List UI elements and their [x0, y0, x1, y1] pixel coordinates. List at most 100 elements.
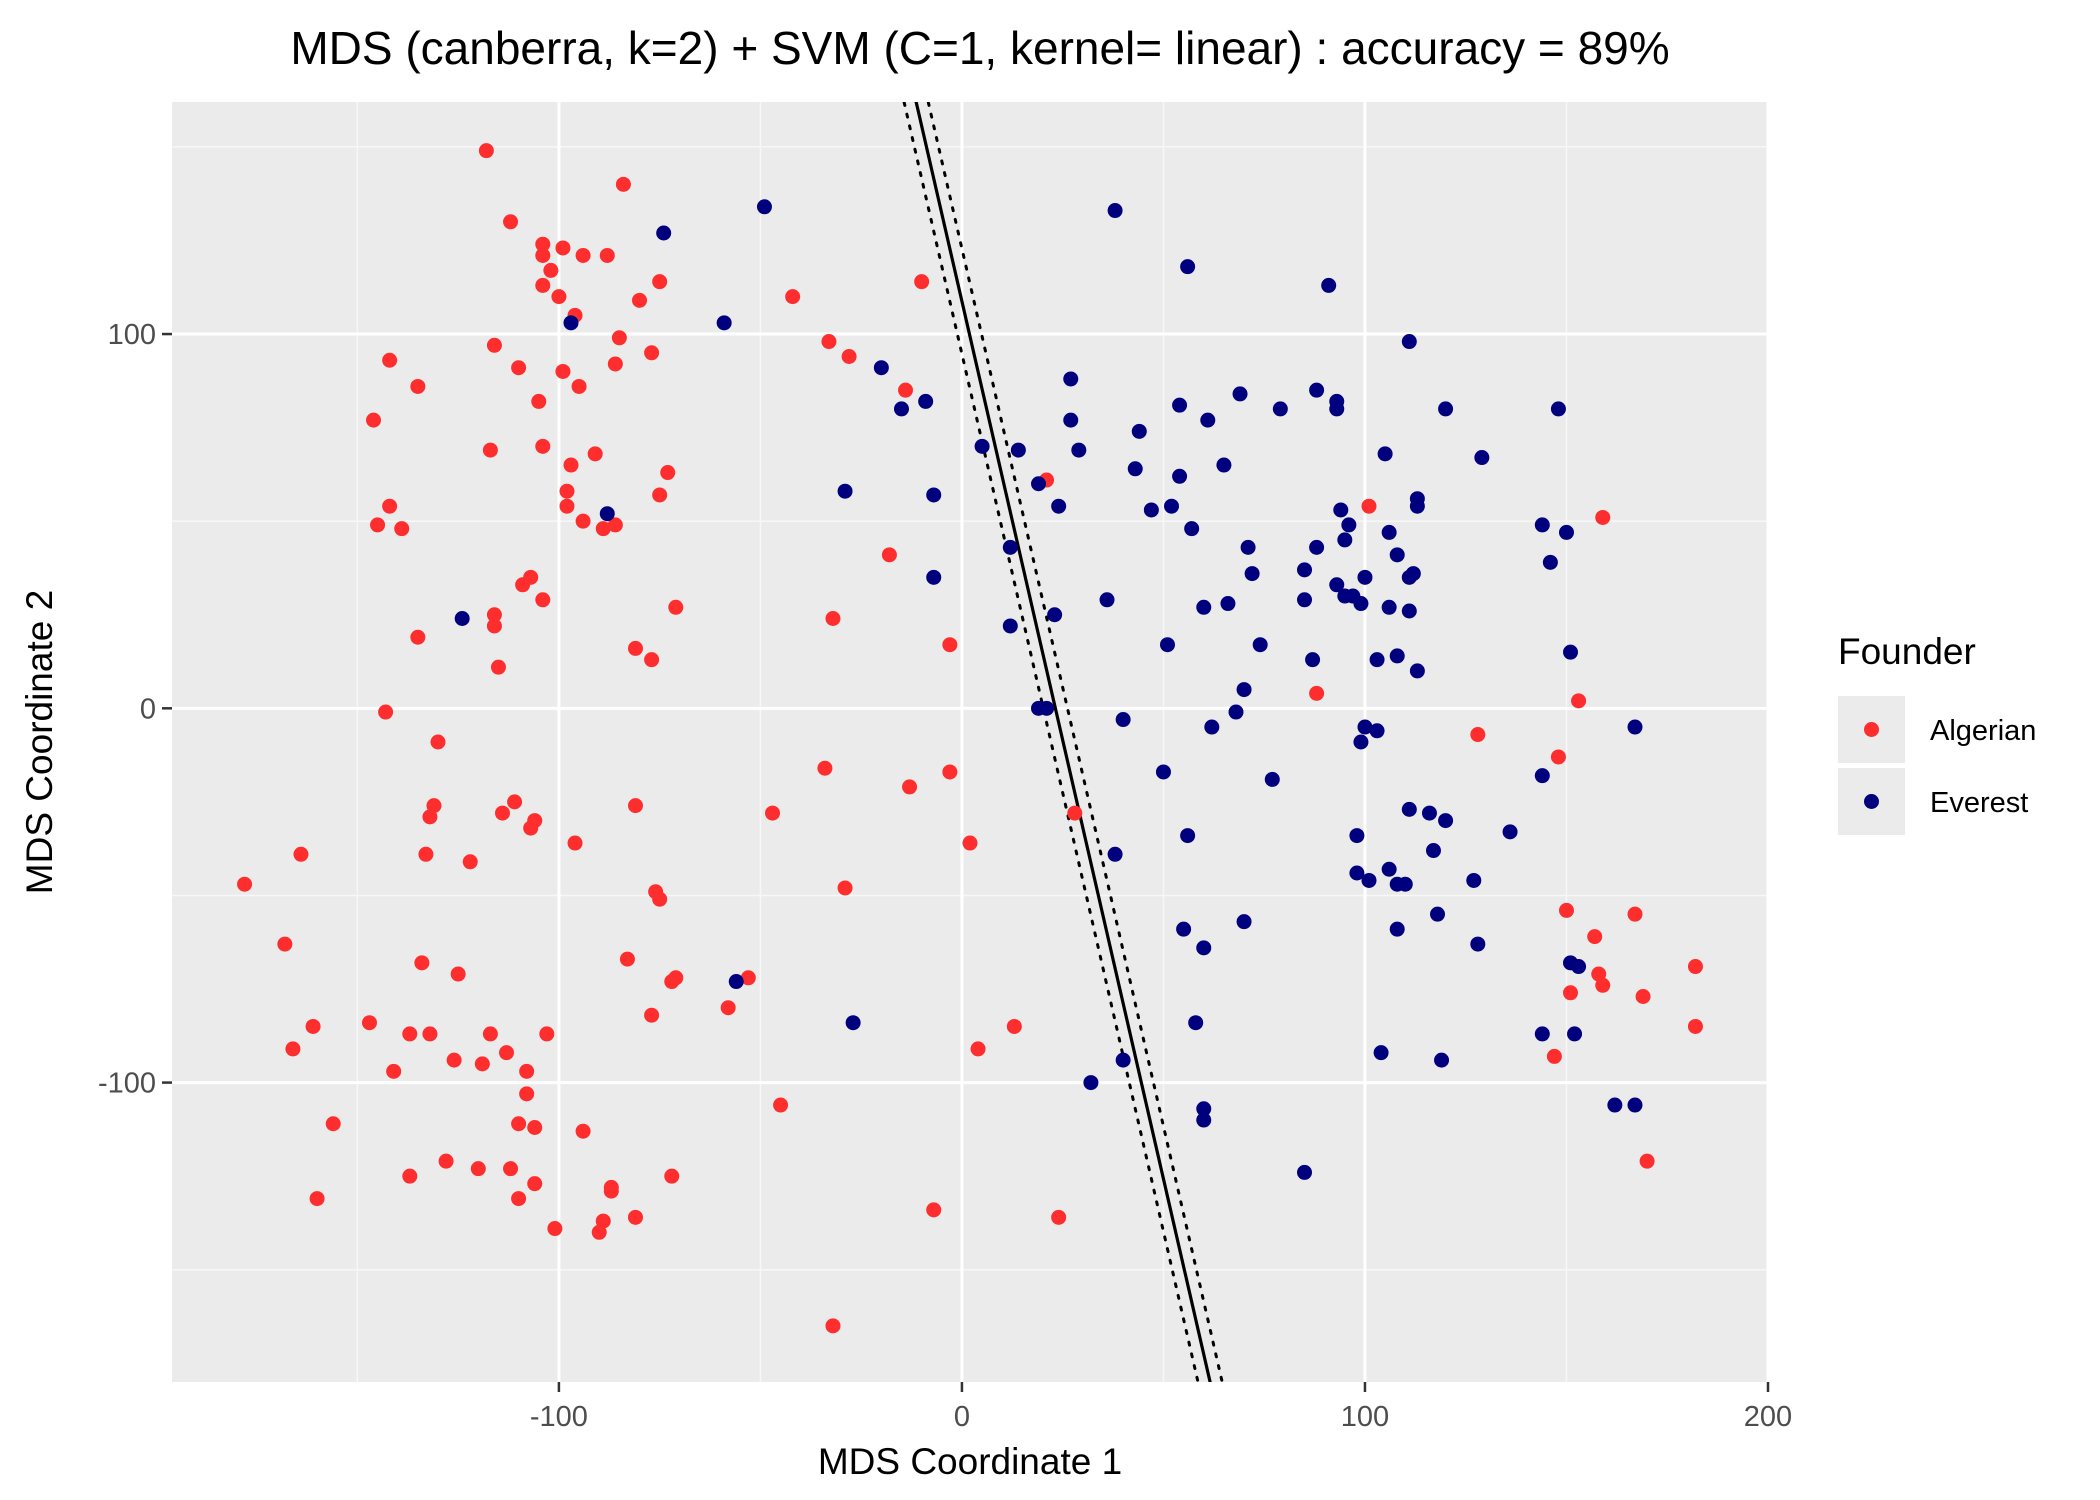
- data-point-algerian: [1546, 1048, 1562, 1064]
- data-point-algerian: [1006, 1018, 1022, 1034]
- data-point-algerian: [817, 760, 833, 776]
- data-point-algerian: [644, 1007, 660, 1023]
- data-point-algerian: [535, 236, 551, 252]
- data-point-algerian: [644, 652, 660, 668]
- data-point-everest: [1502, 824, 1518, 840]
- data-point-everest: [1107, 846, 1123, 862]
- data-point-everest: [1039, 700, 1055, 716]
- x-axis-title: MDS Coordinate 1: [818, 1441, 1122, 1482]
- data-point-everest: [1228, 704, 1244, 720]
- hyperplane-line: [914, 102, 1212, 1382]
- data-point-everest: [1216, 457, 1232, 473]
- data-points: [237, 143, 1703, 1334]
- data-point-everest: [1196, 1112, 1212, 1128]
- grid-lines: [172, 102, 1770, 1382]
- legend-key-symbol: [1864, 722, 1879, 737]
- data-point-everest: [1236, 682, 1252, 698]
- data-point-everest: [656, 225, 672, 241]
- data-point-everest: [1252, 637, 1268, 653]
- data-point-everest: [1542, 554, 1558, 570]
- data-point-everest: [1353, 596, 1369, 612]
- data-point-everest: [1534, 768, 1550, 784]
- data-point-everest: [1353, 734, 1369, 750]
- data-point-algerian: [1563, 985, 1579, 1001]
- data-point-algerian: [881, 547, 897, 563]
- data-point-algerian: [361, 1015, 377, 1031]
- legend-item-everest: Everest: [1838, 768, 2028, 835]
- data-point-everest: [1143, 502, 1159, 518]
- data-point-algerian: [926, 1202, 942, 1218]
- data-point-algerian: [1550, 749, 1566, 765]
- data-point-everest: [1244, 566, 1260, 582]
- data-point-everest: [1172, 468, 1188, 484]
- data-point-everest: [1349, 865, 1365, 881]
- data-point-algerian: [293, 846, 309, 862]
- data-point-algerian: [603, 1183, 619, 1199]
- data-point-everest: [1200, 412, 1216, 428]
- data-point-everest: [454, 610, 470, 626]
- data-point-everest: [1381, 599, 1397, 615]
- data-point-algerian: [446, 1052, 462, 1068]
- data-point-everest: [1115, 1052, 1131, 1068]
- data-point-algerian: [490, 659, 506, 675]
- data-point-everest: [1297, 1164, 1313, 1180]
- data-point-algerian: [575, 247, 591, 263]
- data-point-everest: [1180, 259, 1196, 275]
- data-point-algerian: [422, 1026, 438, 1042]
- data-point-algerian: [627, 798, 643, 814]
- data-point-algerian: [482, 442, 498, 458]
- data-point-everest: [1434, 1052, 1450, 1068]
- data-point-algerian: [551, 289, 567, 305]
- y-tick-label: 100: [108, 319, 156, 351]
- data-point-everest: [1240, 539, 1256, 555]
- data-point-algerian: [825, 610, 841, 626]
- data-point-algerian: [607, 356, 623, 372]
- data-point-everest: [1305, 652, 1321, 668]
- y-axis-title: MDS Coordinate 2: [19, 590, 60, 894]
- data-point-everest: [1031, 476, 1047, 492]
- data-point-everest: [1425, 843, 1441, 859]
- data-point-everest: [1188, 1015, 1204, 1031]
- data-point-everest: [1010, 442, 1026, 458]
- data-point-everest: [1401, 334, 1417, 350]
- data-point-everest: [1155, 764, 1171, 780]
- data-point-algerian: [494, 805, 510, 821]
- data-point-algerian: [402, 1026, 418, 1042]
- data-point-everest: [1466, 872, 1482, 888]
- data-point-everest: [1369, 652, 1385, 668]
- data-point-everest: [974, 438, 990, 454]
- data-point-everest: [1534, 1026, 1550, 1042]
- data-point-everest: [1558, 524, 1574, 540]
- data-point-algerian: [765, 805, 781, 821]
- data-point-everest: [1063, 371, 1079, 387]
- data-point-algerian: [511, 1191, 527, 1207]
- data-point-everest: [1389, 648, 1405, 664]
- data-point-algerian: [615, 176, 631, 192]
- data-point-everest: [1401, 801, 1417, 817]
- data-point-algerian: [438, 1153, 454, 1169]
- data-point-algerian: [382, 498, 398, 514]
- data-point-everest: [873, 360, 889, 376]
- data-point-algerian: [652, 487, 668, 503]
- data-point-algerian: [821, 334, 837, 350]
- data-point-algerian: [422, 809, 438, 825]
- data-point-algerian: [567, 835, 583, 851]
- data-point-everest: [1051, 498, 1067, 514]
- data-point-algerian: [366, 412, 382, 428]
- data-point-everest: [728, 974, 744, 990]
- data-point-algerian: [644, 345, 660, 361]
- data-point-algerian: [527, 1119, 543, 1135]
- data-point-algerian: [462, 854, 478, 870]
- data-point-everest: [1430, 906, 1446, 922]
- data-point-algerian: [410, 378, 426, 394]
- x-tick-label: 0: [954, 1401, 970, 1433]
- data-point-algerian: [535, 438, 551, 454]
- data-point-everest: [1361, 872, 1377, 888]
- data-point-algerian: [1067, 805, 1083, 821]
- data-point-everest: [845, 1015, 861, 1031]
- data-point-algerian: [547, 1221, 563, 1237]
- data-point-algerian: [285, 1041, 301, 1057]
- data-point-everest: [918, 393, 934, 409]
- data-point-everest: [1184, 521, 1200, 537]
- data-point-everest: [1047, 607, 1063, 623]
